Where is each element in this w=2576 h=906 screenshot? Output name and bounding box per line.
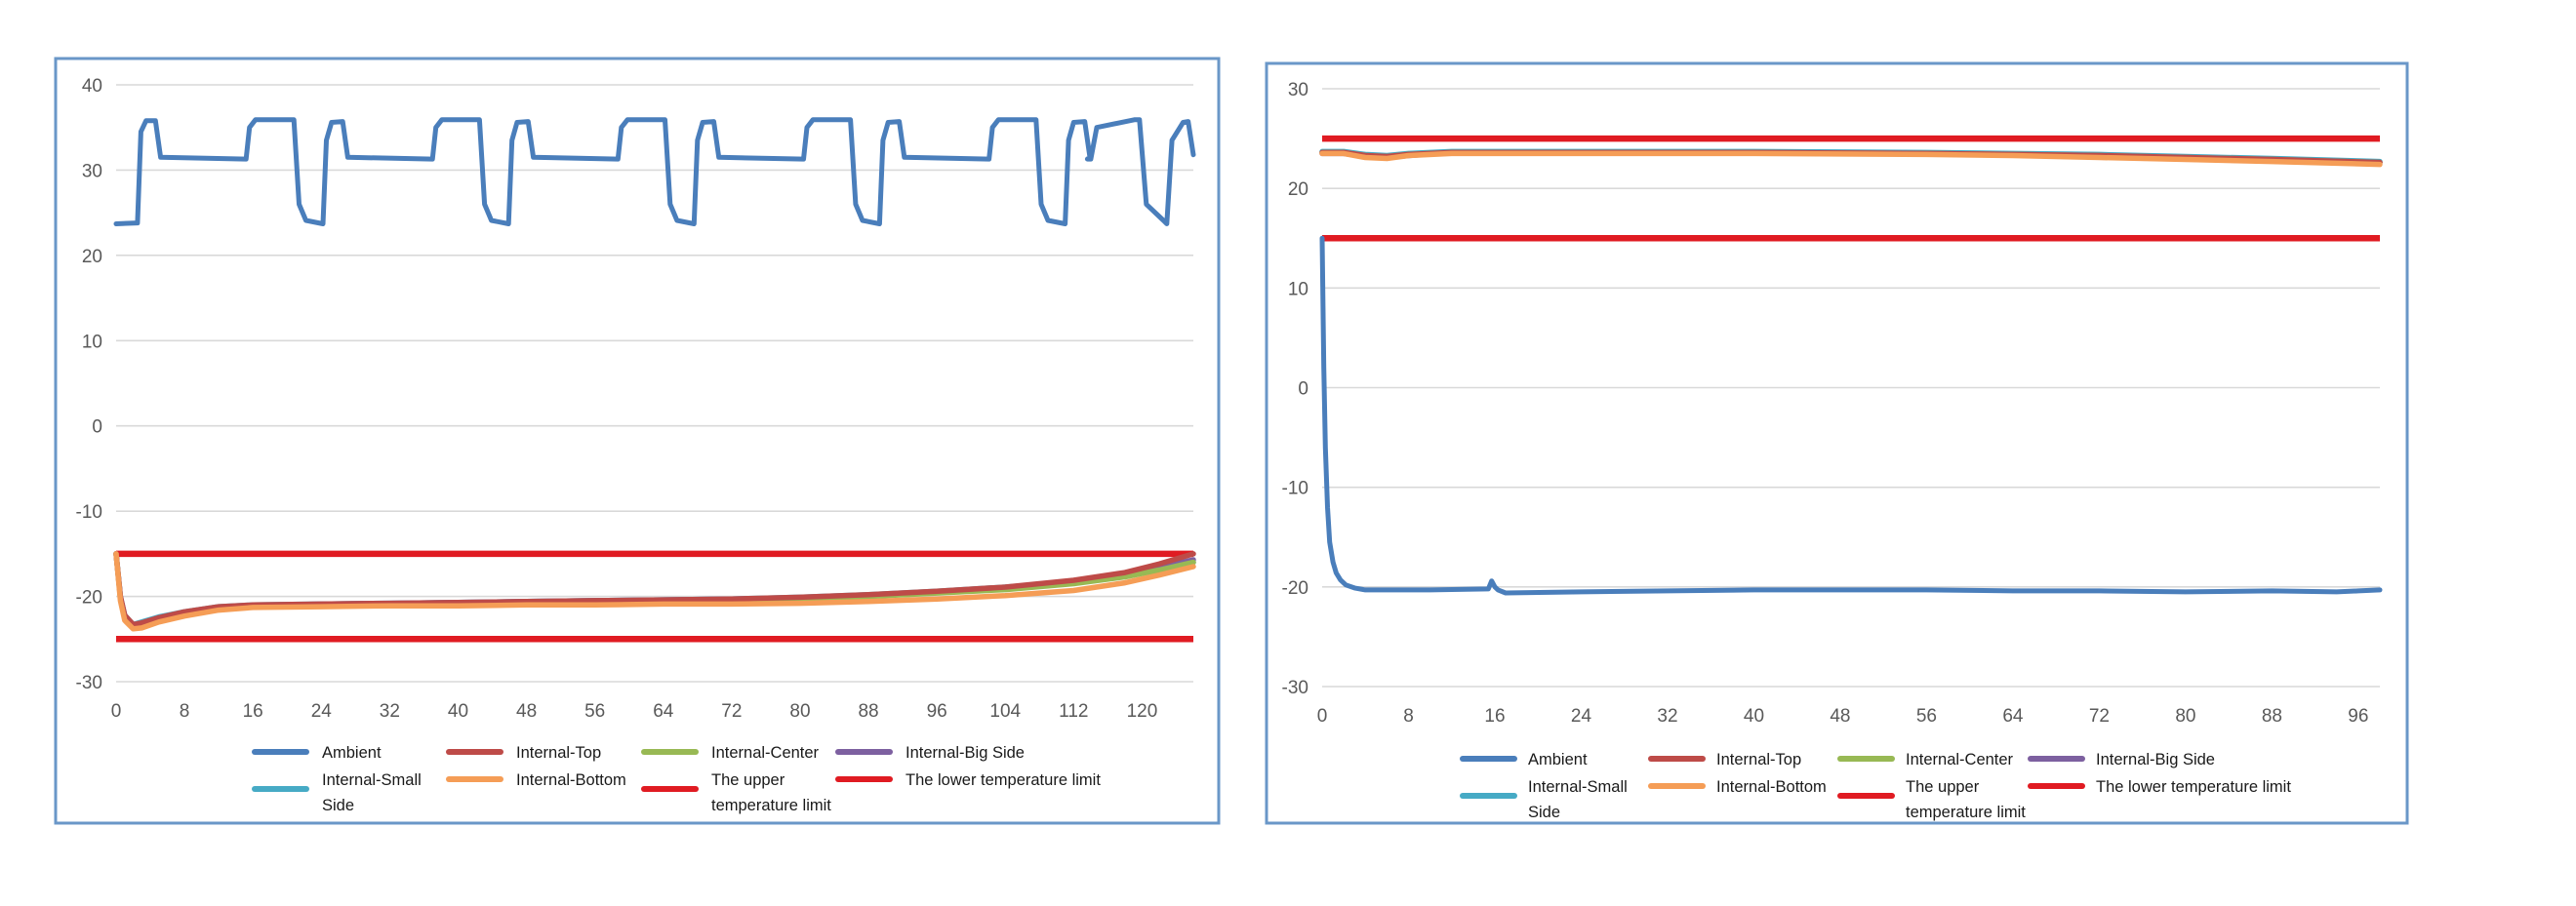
y-tick-label: -30	[1282, 678, 1308, 698]
x-tick-label: 80	[789, 701, 810, 722]
legend-item: The upper temperature limit	[641, 771, 831, 814]
x-tick-label: 24	[311, 701, 333, 722]
legend-label: Internal-Big Side	[2096, 751, 2215, 768]
legend-label: Internal-Small	[322, 771, 422, 789]
x-axis-ticks-right: 0 8 16 24 32 40 48 56 64 72 80 88 96	[1317, 706, 2369, 727]
y-tick-label: -20	[76, 588, 102, 609]
legend-label: Ambient	[1528, 751, 1588, 768]
legend-right: Ambient Internal-Top Internal-Center Intern…	[1460, 751, 2291, 821]
y-tick-label: 30	[82, 161, 102, 181]
x-tick-label: 96	[927, 701, 947, 722]
chart-frame-right	[1265, 61, 2409, 825]
chart-frame-left	[54, 57, 1221, 825]
legend-label-line2: Side	[1528, 804, 1560, 821]
chart-panel-right: 30 20 10 0 -10 -20 -30 0 8 16 24 32 40 48 56 64 72 80 88 9…	[1265, 61, 2409, 825]
legend-item: Internal-Small Side	[1460, 778, 1628, 821]
series-line-internal-top	[113, 551, 1196, 628]
x-tick-label: 96	[2348, 706, 2368, 727]
series-line-ambient	[1319, 235, 2383, 596]
y-tick-label: 30	[1288, 80, 1308, 100]
x-tick-label: 88	[858, 701, 878, 722]
series-line-ambient	[113, 117, 1196, 226]
legend-label: The lower temperature limit	[906, 771, 1101, 789]
gridlines-right	[1322, 88, 2380, 688]
legend-label: The upper	[711, 771, 785, 789]
x-tick-label: 48	[516, 701, 537, 722]
x-tick-label: 32	[1657, 706, 1677, 727]
x-tick-label: 0	[1317, 706, 1328, 727]
legend-label: Ambient	[322, 744, 382, 762]
y-tick-label: 0	[92, 417, 102, 438]
legend-item: Internal-Big Side	[2028, 751, 2215, 768]
legend-item: Internal-Center	[1837, 751, 2014, 768]
y-tick-label: 10	[1288, 279, 1308, 299]
x-tick-label: 24	[1571, 706, 1592, 727]
legend-item: Internal-Bottom	[1648, 778, 1827, 796]
series-group-left	[113, 117, 1196, 643]
y-tick-label: -30	[76, 673, 102, 693]
legend-label: Internal-Center	[711, 744, 820, 762]
legend-label: Internal-Small	[1528, 778, 1628, 796]
x-tick-label: 120	[1127, 701, 1158, 722]
y-tick-label: 20	[82, 247, 102, 267]
legend-label: Internal-Bottom	[516, 771, 626, 789]
x-axis-ticks-left: 0 8 16 24 32 40 48 56 64 72 80 88 96 104 112 120	[111, 701, 1158, 722]
y-tick-label: -10	[76, 502, 102, 523]
x-tick-label: 104	[989, 701, 1021, 722]
legend-item: Internal-Top	[1648, 751, 1801, 768]
x-tick-label: 40	[1744, 706, 1764, 727]
x-tick-label: 0	[111, 701, 122, 722]
legend-item: Internal-Small Side	[252, 771, 422, 814]
chart-panel-left: 40 30 20 10 0 -10 -20 -30 0 8 16 24 32 40 48 56 64 72 80 8…	[54, 57, 1221, 825]
y-tick-label: 10	[82, 332, 102, 352]
legend-label: Internal-Top	[516, 744, 601, 762]
legend-label-line2: temperature limit	[1906, 804, 2026, 821]
x-tick-label: 16	[1484, 706, 1505, 727]
y-axis-ticks-left: 40 30 20 10 0 -10 -20 -30	[76, 76, 102, 693]
x-tick-label: 32	[380, 701, 400, 722]
x-tick-label: 16	[243, 701, 263, 722]
legend-label: Internal-Bottom	[1716, 778, 1827, 796]
x-tick-label: 80	[2175, 706, 2195, 727]
legend-item: Ambient	[1460, 751, 1588, 768]
x-tick-label: 40	[448, 701, 468, 722]
x-tick-label: 8	[180, 701, 190, 722]
y-tick-label: 20	[1288, 179, 1308, 200]
legend-item: Internal-Top	[446, 744, 601, 762]
legend-label: Internal-Center	[1906, 751, 2014, 768]
series-line-internal-bottom	[113, 551, 1196, 632]
x-tick-label: 112	[1059, 701, 1088, 722]
x-tick-label: 56	[1916, 706, 1937, 727]
y-tick-label: 0	[1298, 379, 1308, 400]
series-line-internal-bottom	[1319, 150, 2383, 168]
x-tick-label: 48	[1830, 706, 1850, 727]
legend-item: Internal-Center	[641, 744, 820, 762]
legend-label: The upper	[1906, 778, 1980, 796]
x-tick-label: 64	[653, 701, 674, 722]
legend-item: Internal-Big Side	[835, 744, 1025, 762]
x-tick-label: 64	[2002, 706, 2024, 727]
legend-item: The upper temperature limit	[1837, 778, 2026, 821]
legend-label: Internal-Big Side	[906, 744, 1025, 762]
y-tick-label: -10	[1282, 479, 1308, 499]
legend-item: Internal-Bottom	[446, 771, 626, 789]
legend-label: The lower temperature limit	[2096, 778, 2291, 796]
y-axis-ticks-right: 30 20 10 0 -10 -20 -30	[1282, 80, 1308, 698]
legend-item: The lower temperature limit	[835, 771, 1101, 789]
x-tick-label: 56	[584, 701, 605, 722]
y-tick-label: 40	[82, 76, 102, 97]
series-group-right	[1319, 135, 2383, 596]
legend-label-line2: temperature limit	[711, 797, 831, 814]
x-tick-label: 8	[1403, 706, 1414, 727]
y-tick-label: -20	[1282, 578, 1308, 599]
legend-item: The lower temperature limit	[2028, 778, 2291, 796]
x-tick-label: 88	[2262, 706, 2282, 727]
legend-item: Ambient	[252, 744, 382, 762]
legend-left: Ambient Internal-Top Internal-Center Intern…	[252, 744, 1101, 814]
legend-label: Internal-Top	[1716, 751, 1801, 768]
legend-label-line2: Side	[322, 797, 354, 814]
x-tick-label: 72	[2089, 706, 2110, 727]
x-tick-label: 72	[721, 701, 742, 722]
